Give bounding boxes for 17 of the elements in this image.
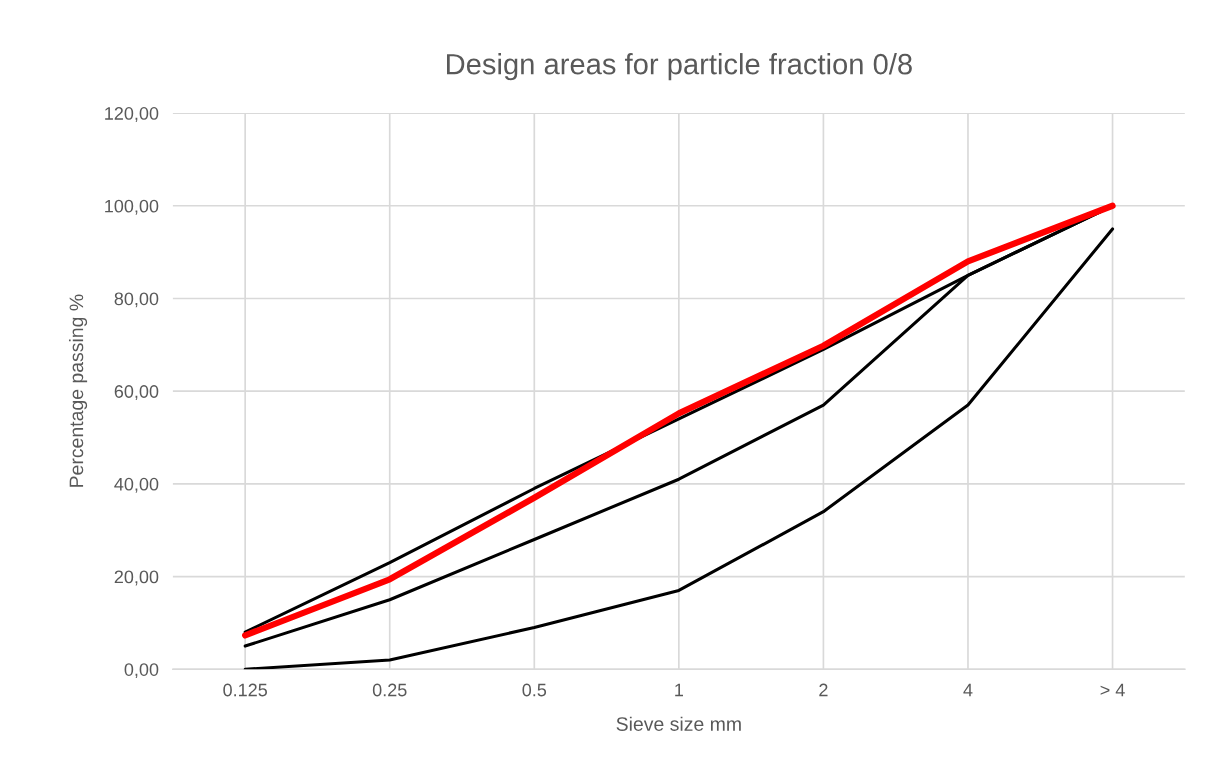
y-tick-label: 80,00 xyxy=(114,292,159,308)
y-tick-label: 100,00 xyxy=(105,199,159,215)
y-tick-label: 120,00 xyxy=(105,107,159,122)
x-axis-title: Sieve size mm xyxy=(616,716,741,731)
y-tick-label: 60,00 xyxy=(114,385,159,401)
y-tick-label: 20,00 xyxy=(114,570,159,586)
x-tick-label: 0.25 xyxy=(372,683,407,697)
y-tick-label: 0,00 xyxy=(124,663,159,679)
x-tick-label: 1 xyxy=(675,683,683,697)
x-tick-label: 2 xyxy=(819,683,828,697)
y-axis-title: Percentage passing % xyxy=(68,294,88,487)
chart-title: Design areas for particle fraction 0/8 xyxy=(447,53,912,81)
y-tick-label: 40,00 xyxy=(114,477,159,493)
x-tick-label: 0.5 xyxy=(522,683,547,697)
x-tick-label: > 4 xyxy=(1100,683,1125,697)
x-tick-label: 0.125 xyxy=(223,683,267,697)
x-tick-label: 4 xyxy=(963,683,973,697)
